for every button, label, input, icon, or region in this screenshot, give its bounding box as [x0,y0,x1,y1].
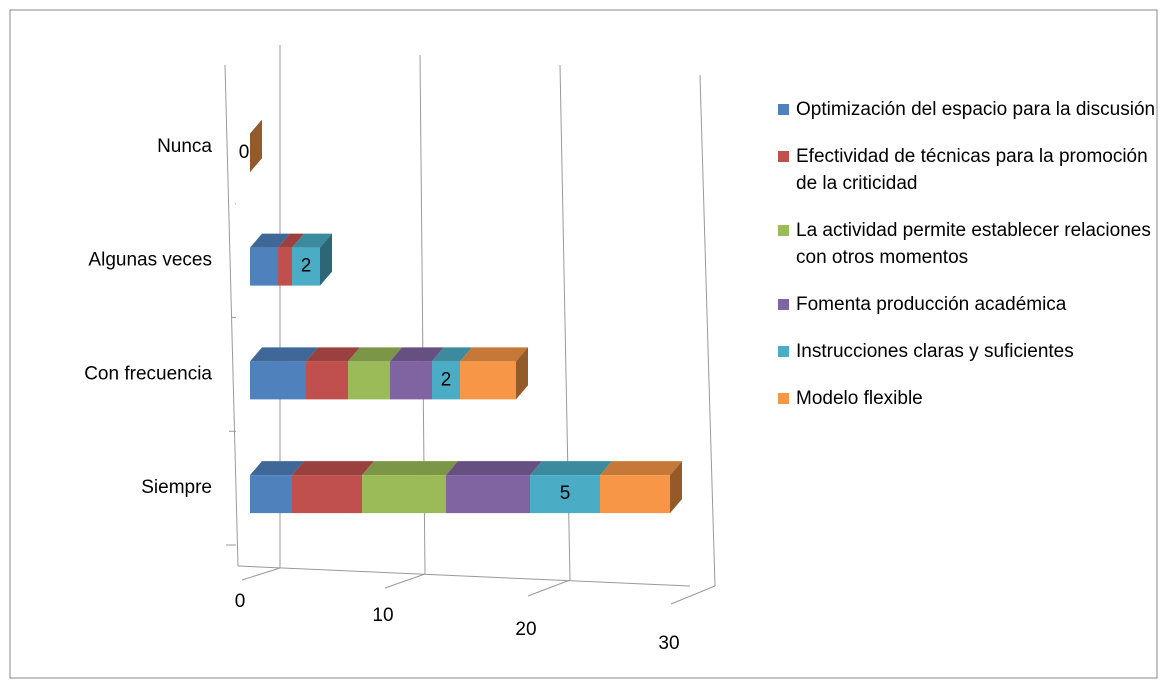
bar-segment [292,233,332,286]
bar-front [250,247,278,286]
bar-segment [432,347,472,400]
legend-swatch [778,104,789,115]
data-label: 2 [301,256,312,277]
x-tick-label: 0 [235,591,246,612]
floor-grid [527,579,571,597]
bar-front [390,361,432,400]
bar-segment [460,347,528,400]
bar-top [292,461,374,476]
legend-label: Optimización del espacio para la discusi… [796,99,1156,120]
bar-segment [390,347,444,400]
bar-top [250,461,304,476]
floor-line [237,565,691,587]
bar-front [292,475,362,514]
bar-segment [348,347,402,400]
bar-segment [250,119,262,172]
axis-line [224,64,239,567]
y-tick-label: Nunca [157,136,212,157]
legend-swatch [778,225,789,236]
legend-item: Efectividad de técnicas para la promoció… [778,143,1158,197]
bar-front [250,361,306,400]
y-tick-label: Siempre [141,477,212,498]
bar-top [292,233,332,248]
bar-segment [446,461,542,514]
bar-front [278,247,292,286]
bar-front [432,361,460,400]
bar-top [446,461,542,476]
chart-frame [9,9,1158,679]
legend-swatch [778,151,789,162]
bar-top [362,461,458,476]
legend-label: La actividad permite establecer relacion… [796,220,1151,268]
floor-grid [241,567,281,581]
bar-segment [278,233,304,286]
bar-segment [306,347,360,400]
bar-front [600,475,670,514]
legend-item: La actividad permite establecer relacion… [778,217,1158,271]
floor-grid [670,585,716,605]
bar-segment [362,461,458,514]
legend-swatch [778,346,789,357]
legend-item: Instrucciones claras y suficientes [778,338,1158,365]
data-label: 2 [441,369,452,390]
bar-segment [292,461,374,514]
x-tick-label: 10 [372,605,393,626]
bar-top [250,347,318,362]
bar-front [362,475,446,514]
bar-top [600,461,682,476]
bar-front [530,475,600,514]
legend-label: Instrucciones claras y suficientes [796,341,1074,362]
floor-grid [384,573,426,589]
legend-item: Fomenta producción académica [778,291,1158,318]
legend-label: Modelo flexible [796,388,923,409]
data-label: 5 [560,483,571,504]
bar-top [460,347,528,362]
bar-segment [530,461,612,514]
bar-segment [250,347,318,400]
x-tick-label: 30 [658,633,679,654]
bar-top [390,347,444,362]
bar-top [306,347,360,362]
bar-top [530,461,612,476]
bar-side [250,119,262,172]
legend-item: Modelo flexible [778,385,1158,412]
legend-item: Optimización del espacio para la discusi… [778,96,1158,123]
bar-segment [250,233,290,286]
bar-side [320,233,332,286]
bar-segment [600,461,682,514]
bar-front [292,247,320,286]
bar-side [516,347,528,400]
data-label: 0 [239,142,250,163]
legend: Optimización del espacio para la discusi… [778,96,1158,432]
y-tick-label: Algunas veces [88,250,212,271]
bar-front [460,361,516,400]
legend-label: Fomenta producción académica [796,294,1067,315]
bar-side [670,461,682,514]
y-tick-label: Con frecuencia [84,363,212,384]
legend-label: Efectividad de técnicas para la promoció… [796,146,1148,194]
bar-front [446,475,530,514]
grid-line [699,74,716,587]
legend-swatch [778,393,789,404]
bar-top [278,233,304,248]
legend-swatch [778,299,789,310]
bar-top [432,347,472,362]
bar-front [306,361,348,400]
bar-front [250,475,292,514]
x-tick-label: 20 [515,619,536,640]
bar-top [250,233,290,248]
bar-top [348,347,402,362]
bar-front [348,361,390,400]
bar-segment [250,461,304,514]
